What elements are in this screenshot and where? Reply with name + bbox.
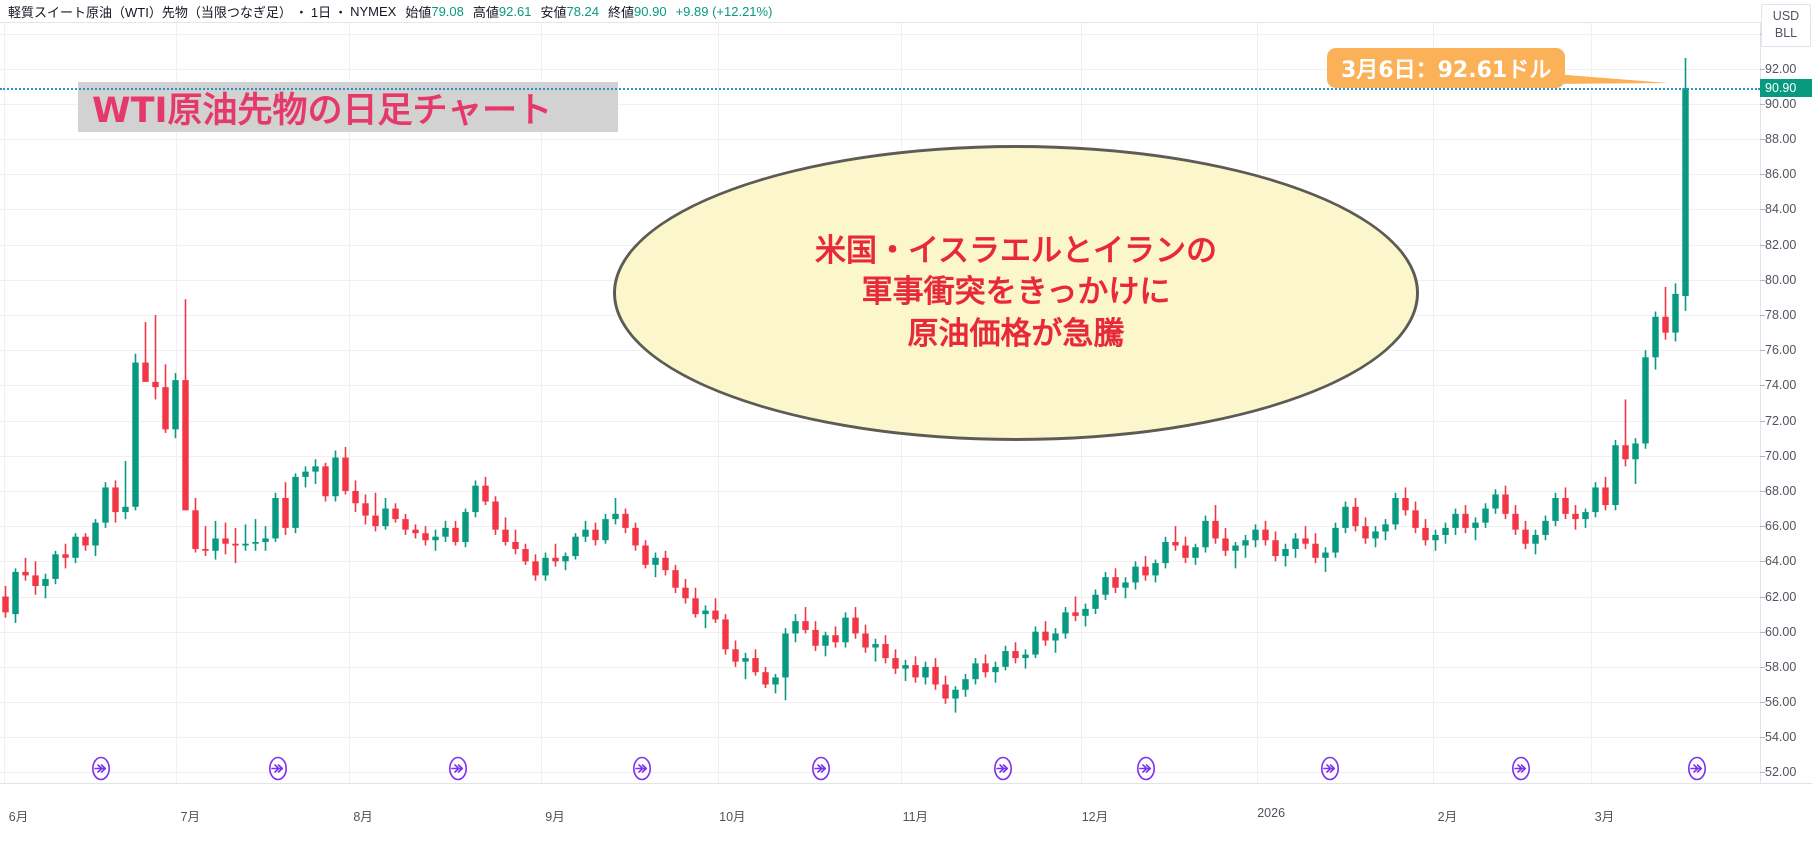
open-label: 始値 <box>405 4 432 20</box>
price-axis-tick <box>1760 702 1765 704</box>
price-axis-label: 82.00 <box>1765 237 1797 252</box>
commentary-line-2: 軍事衝突をきっかけに <box>861 274 1171 311</box>
open-value: 79.08 <box>431 3 464 19</box>
close-value: 90.90 <box>634 3 667 19</box>
time-axis-label: 7月 <box>180 810 200 824</box>
price-axis-label: 52.00 <box>1765 765 1797 780</box>
time-axis-label: 9月 <box>545 810 565 824</box>
price-axis-tick <box>1760 68 1765 70</box>
price-axis-tick <box>1760 174 1765 176</box>
price-axis-tick <box>1760 666 1765 668</box>
price-axis-tick <box>1760 103 1765 105</box>
price-axis-tick <box>1760 772 1765 774</box>
price-axis-label: 92.00 <box>1765 61 1797 76</box>
currency-label: USD <box>1772 9 1800 23</box>
time-axis-label: 3月 <box>1594 810 1615 824</box>
price-axis-tick <box>1760 526 1765 528</box>
contract-rollover-icon[interactable] <box>632 756 653 781</box>
price-axis-label: 72.00 <box>1765 413 1797 428</box>
price-axis-label: 88.00 <box>1765 132 1797 147</box>
contract-rollover-icon[interactable] <box>268 756 289 781</box>
symbol-name[interactable]: 軽質スイート原油（WTI）先物（当限つなぎ足） <box>8 4 292 20</box>
price-axis-tick <box>1760 420 1765 422</box>
currency-unit-box[interactable]: USD BLL <box>1761 4 1811 47</box>
price-axis-label: 84.00 <box>1765 202 1797 217</box>
commentary-line-3: 原油価格が急騰 <box>907 315 1125 352</box>
contract-rollover-icon[interactable] <box>1136 756 1157 781</box>
commentary-bubble: 米国・イスラエルとイランの 軍事衝突をきっかけに 原油価格が急騰 <box>613 145 1419 441</box>
price-axis-label: 60.00 <box>1765 624 1797 639</box>
time-axis-label: 2026 <box>1257 806 1286 820</box>
price-axis-label: 54.00 <box>1765 730 1797 745</box>
price-axis-tick <box>1760 596 1765 598</box>
commentary-line-1: 米国・イスラエルとイランの <box>814 233 1218 270</box>
price-axis[interactable]: 94.0092.0090.0088.0086.0084.0082.0080.00… <box>1760 23 1812 813</box>
contract-rollover-icon[interactable] <box>1320 756 1341 781</box>
time-axis-label: 11月 <box>902 810 929 824</box>
chart-title-text: WTI原油先物の日足チャート <box>92 90 553 131</box>
unit-label: BLL <box>1774 26 1798 40</box>
low-value: 78.24 <box>566 3 600 19</box>
price-axis-tick <box>1760 631 1765 633</box>
price-axis-tick <box>1760 455 1765 457</box>
last-price-badge[interactable]: 90.90 <box>1760 79 1812 98</box>
time-axis-label: 8月 <box>353 810 373 824</box>
commentary-bubble-text: 米国・イスラエルとイランの 軍事衝突をきっかけに 原油価格が急騰 <box>815 231 1217 355</box>
contract-rollover-icon[interactable] <box>91 756 112 781</box>
time-axis-label: 2月 <box>1437 810 1458 824</box>
price-axis-label: 86.00 <box>1765 167 1797 182</box>
interval-label[interactable]: 1日 <box>310 4 332 20</box>
price-axis-tick <box>1760 385 1765 387</box>
price-axis-divider <box>1760 23 1761 783</box>
time-axis-label: 6月 <box>8 810 29 824</box>
last-price-dashed-line <box>0 88 1760 91</box>
change-value: +9.89 (+12.21%) <box>675 3 773 19</box>
price-axis-tick <box>1760 350 1765 352</box>
exchange-label: NYMEX <box>350 3 397 19</box>
chart-title-band <box>78 82 618 132</box>
price-axis-label: 78.00 <box>1765 308 1797 323</box>
price-axis-tick <box>1760 561 1765 563</box>
price-axis-label: 64.00 <box>1765 554 1797 569</box>
price-axis-label: 56.00 <box>1765 695 1797 710</box>
header-separator-2: ・ <box>334 4 348 20</box>
candlestick-svg <box>0 23 1760 783</box>
price-axis-tick <box>1760 490 1765 492</box>
price-axis-tick <box>1760 279 1765 281</box>
high-value: 92.61 <box>498 3 532 19</box>
time-axis-label: 10月 <box>719 810 746 824</box>
contract-rollover-icon[interactable] <box>1687 756 1708 781</box>
price-axis-label: 80.00 <box>1765 272 1797 287</box>
price-axis-label: 74.00 <box>1765 378 1797 393</box>
low-label: 安値 <box>540 4 567 20</box>
price-plot[interactable] <box>0 23 1760 783</box>
price-axis-label: 68.00 <box>1765 483 1797 498</box>
price-axis-tick <box>1760 209 1765 211</box>
header-divider <box>0 22 1812 23</box>
price-axis-label: 66.00 <box>1765 519 1797 534</box>
high-label: 高値 <box>472 4 499 20</box>
contract-rollover-icon[interactable] <box>447 756 468 781</box>
high-price-callout: 3月6日：92.61ドル <box>1327 48 1566 88</box>
price-axis-label: 62.00 <box>1765 589 1797 604</box>
price-axis-tick <box>1760 315 1765 317</box>
time-axis[interactable]: 6月 7月 8月 9月 10月 11月 12月 2026 2月 3月 <box>0 756 1812 843</box>
price-axis-label: 58.00 <box>1765 659 1797 674</box>
price-axis-tick <box>1760 737 1765 739</box>
chart-header: 軽質スイート原油（WTI）先物（当限つなぎ足） ・ 1日 ・ NYMEX 始値 … <box>0 0 1812 22</box>
price-axis-tick <box>1760 244 1765 246</box>
contract-rollover-icon[interactable] <box>993 756 1014 781</box>
price-axis-label: 90.00 <box>1765 96 1797 111</box>
price-axis-label: 76.00 <box>1765 343 1797 358</box>
high-price-callout-label: 3月6日：92.61ドル <box>1341 58 1552 83</box>
header-separator-1: ・ <box>294 4 308 20</box>
price-axis-tick <box>1760 139 1765 141</box>
close-label: 終値 <box>608 4 635 20</box>
contract-rollover-icon[interactable] <box>1510 756 1531 781</box>
time-axis-label: 12月 <box>1081 810 1109 824</box>
price-axis-label: 70.00 <box>1765 448 1797 463</box>
contract-rollover-icon[interactable] <box>810 756 831 781</box>
